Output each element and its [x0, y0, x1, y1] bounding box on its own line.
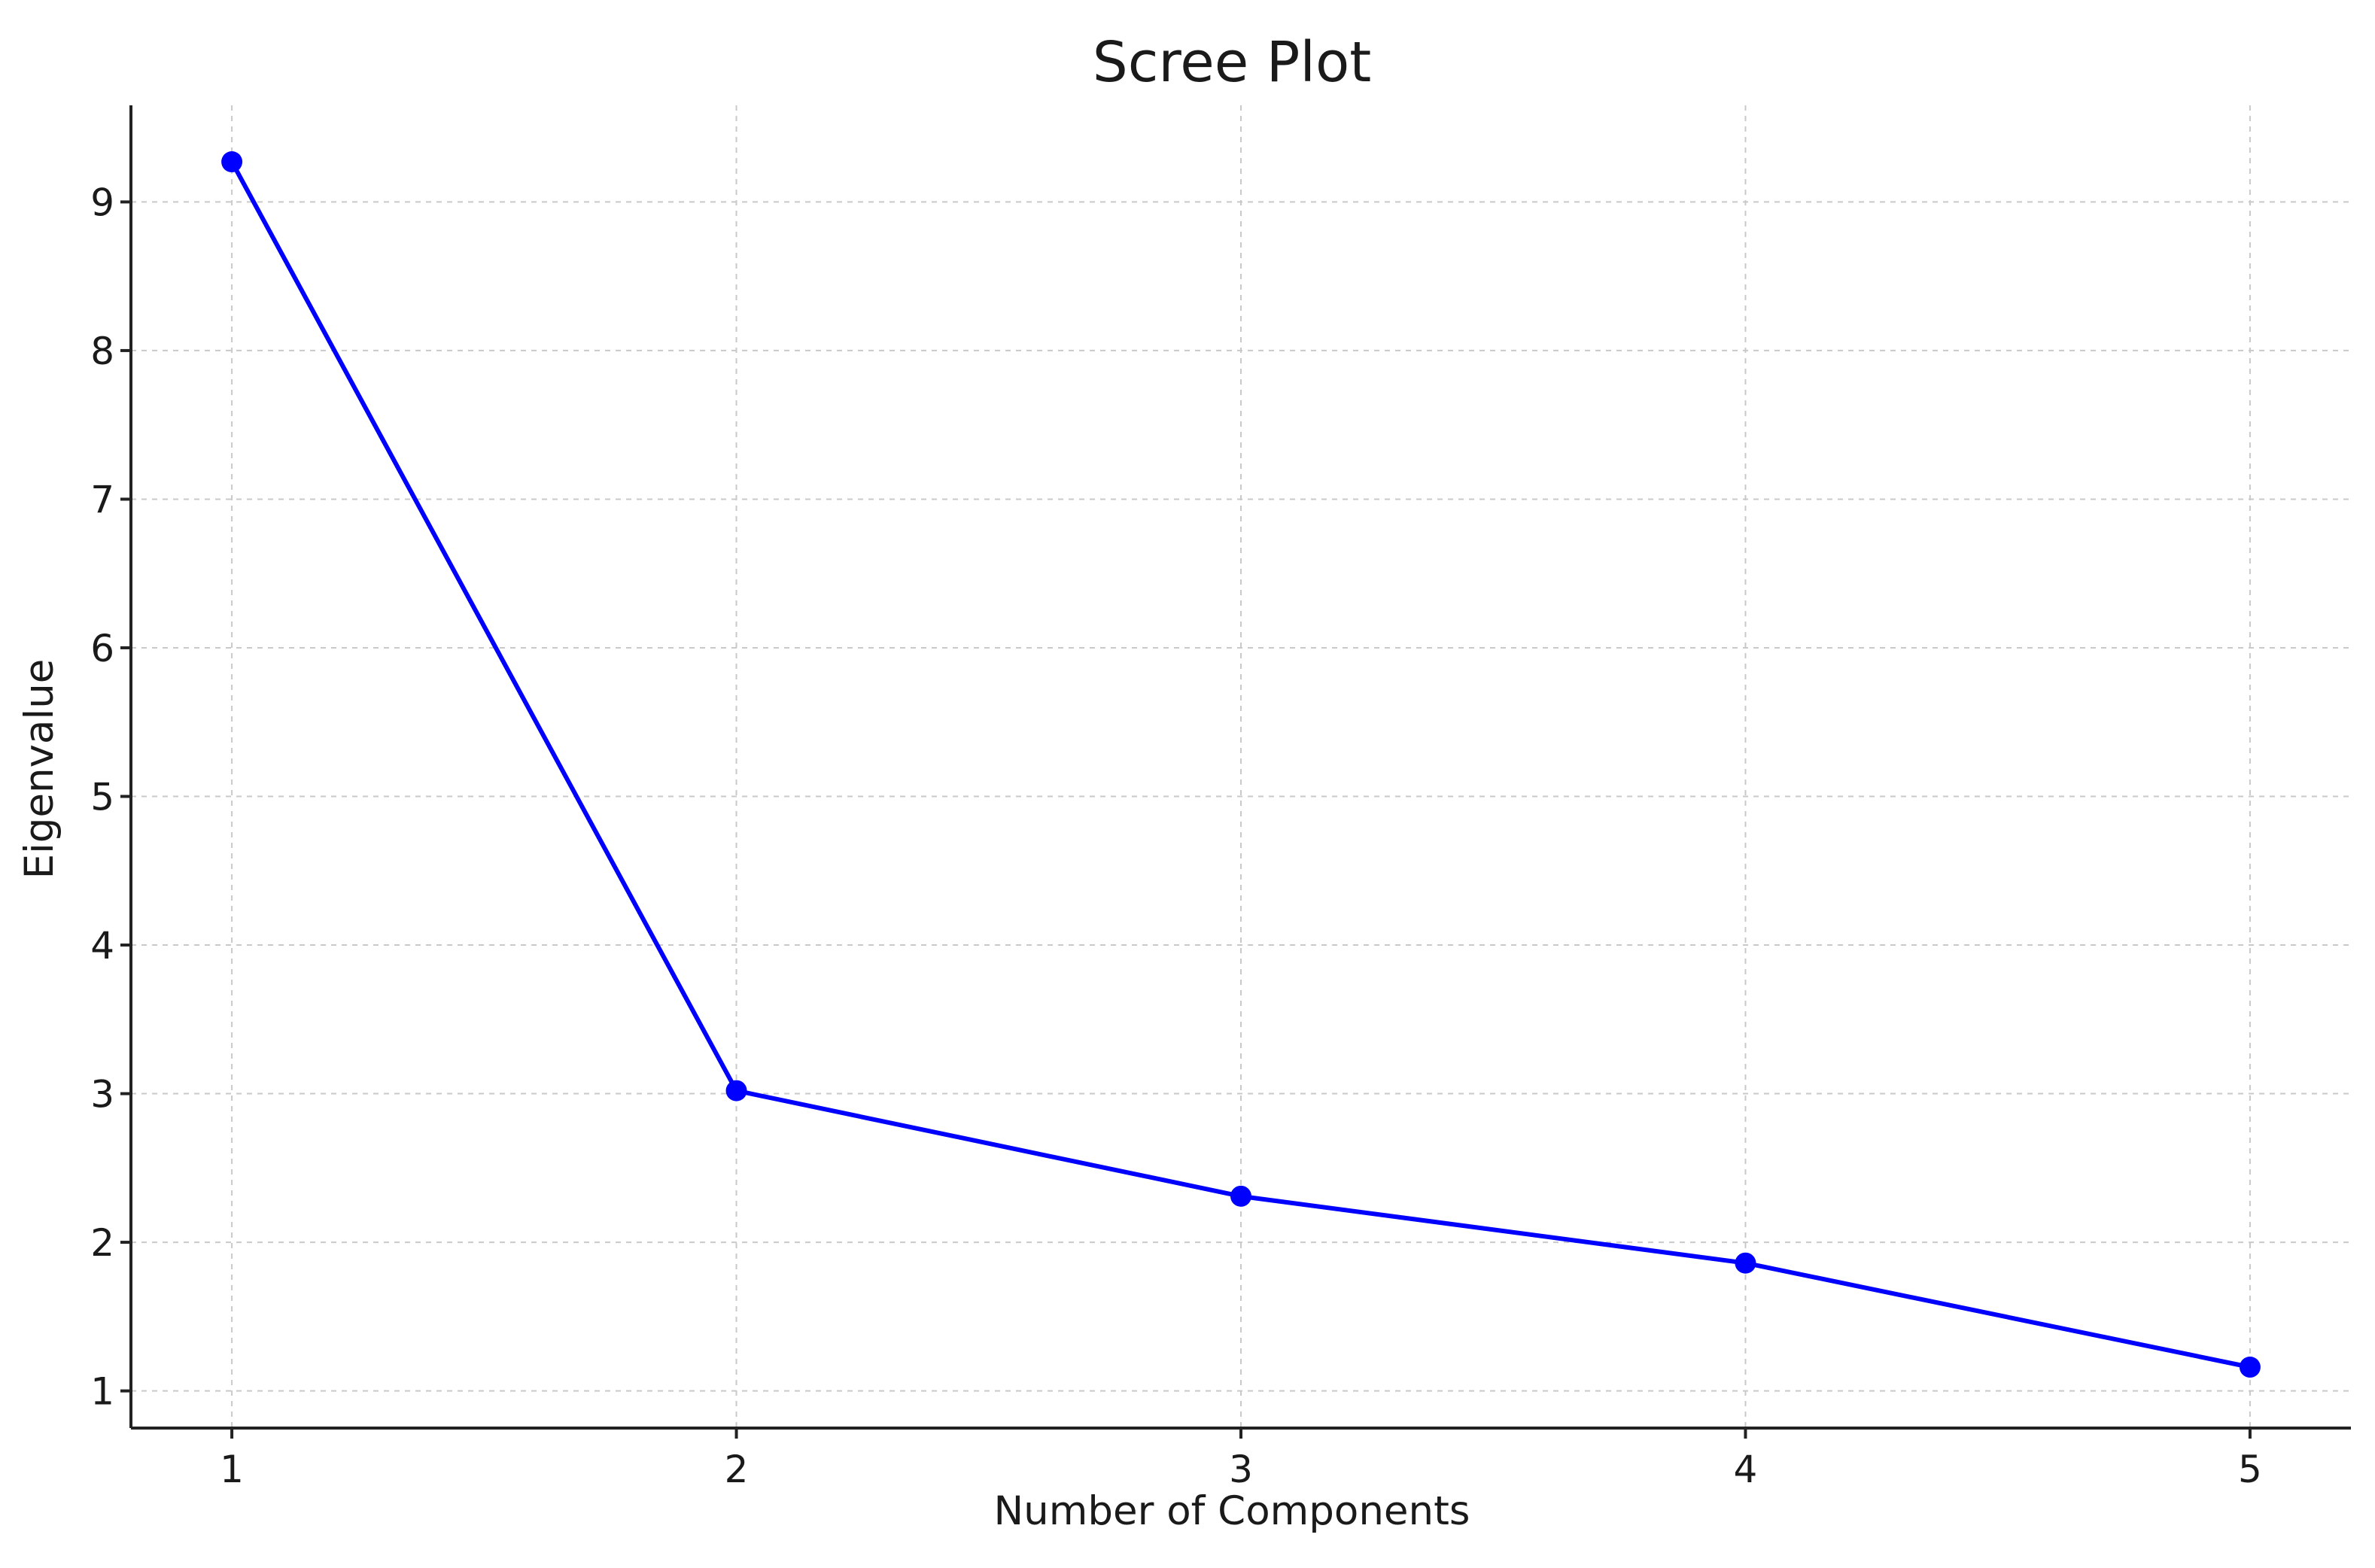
data-point	[2239, 1357, 2261, 1378]
x-tick-label: 5	[2238, 1448, 2262, 1491]
y-tick-label: 1	[90, 1370, 114, 1414]
axes	[129, 105, 2351, 1430]
x-tick-label: 4	[1734, 1448, 1758, 1491]
ticks: 1 2 3 4 5 1 2 3 4 5 6 7 8 9	[90, 181, 2262, 1491]
x-tick-label: 2	[725, 1448, 749, 1491]
grid-lines	[131, 105, 2351, 1428]
x-axis-title: Number of Components	[994, 1488, 1470, 1534]
y-tick-label: 8	[90, 330, 114, 373]
y-tick-label: 4	[90, 924, 114, 968]
data-point	[725, 1080, 747, 1102]
y-tick-label: 5	[90, 776, 114, 819]
y-tick-label: 2	[90, 1221, 114, 1265]
y-tick-label: 3	[90, 1073, 114, 1117]
data-point	[1230, 1185, 1251, 1207]
data-point	[221, 151, 243, 173]
y-tick-label: 6	[90, 627, 114, 670]
x-tick-label: 3	[1229, 1448, 1253, 1491]
data-point	[1735, 1252, 1756, 1274]
chart-title: Scree Plot	[1093, 30, 1372, 95]
data-series	[221, 151, 2261, 1378]
y-tick-label: 7	[90, 478, 114, 521]
y-tick-label: 9	[90, 181, 114, 224]
y-axis-title: Eigenvalue	[17, 659, 62, 880]
x-tick-label: 1	[220, 1448, 244, 1491]
